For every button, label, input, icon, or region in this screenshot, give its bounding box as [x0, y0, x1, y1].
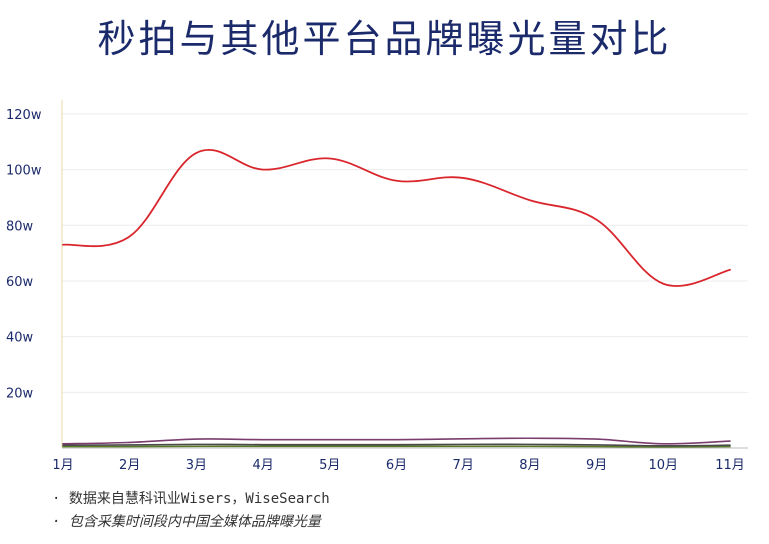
grid-lines [62, 113, 748, 393]
y-tick-label: 100w [6, 164, 42, 179]
series-line-1 [62, 149, 731, 287]
series-line-2 [62, 437, 731, 445]
x-axis-ticks: 1月 2月 3月 4月 5月 6月 7月 8月 9月 10月 11月 [52, 458, 744, 473]
series-lines [62, 149, 731, 448]
series-line-3 [62, 443, 731, 447]
y-axis-ticks: 20w 40w 60w 80w 100w 120w [6, 108, 42, 401]
y-tick-label: 60w [6, 275, 34, 290]
y-tick-label: 40w [6, 331, 34, 346]
x-tick-label: 9月 [586, 458, 607, 473]
x-tick-label: 2月 [119, 458, 140, 473]
footnote-scope: · 包含采集时间段内中国全媒体品牌曝光量 [52, 514, 321, 530]
x-tick-label: 3月 [186, 458, 207, 473]
x-tick-label: 7月 [453, 458, 474, 473]
x-tick-label: 5月 [319, 458, 340, 473]
x-tick-label: 10月 [649, 458, 679, 473]
y-tick-label: 120w [6, 108, 42, 123]
chart-title: 秒拍与其他平台品牌曝光量对比 [97, 17, 672, 61]
series-line-4 [62, 445, 731, 448]
x-tick-label: 11月 [715, 458, 745, 473]
y-tick-label: 80w [6, 219, 34, 234]
x-tick-label: 4月 [252, 458, 273, 473]
y-tick-label: 20w [6, 386, 34, 401]
x-tick-label: 8月 [519, 458, 540, 473]
x-tick-label: 6月 [386, 458, 407, 473]
x-tick-label: 1月 [52, 458, 73, 473]
footnote-source: · 数据来自慧科讯业Wisers，WiseSearch [52, 491, 330, 507]
footnotes: · 数据来自慧科讯业Wisers，WiseSearch · 包含采集时间段内中国… [52, 488, 330, 534]
